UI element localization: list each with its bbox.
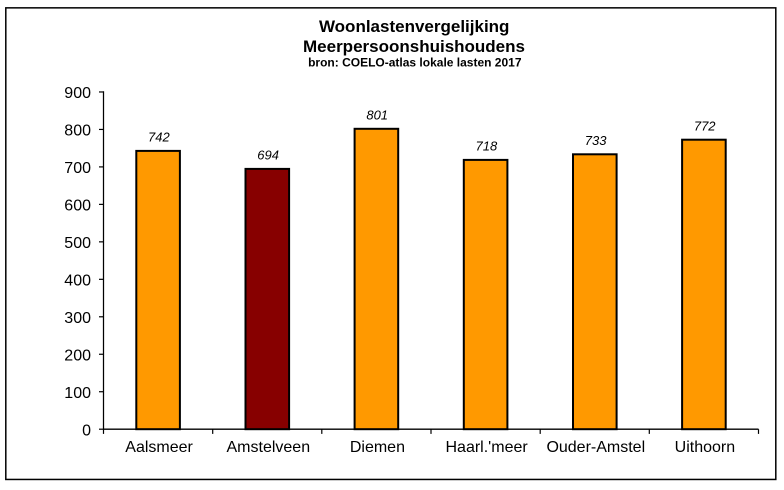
svg-text:Woonlastenvergelijking: Woonlastenvergelijking [319,17,510,36]
svg-text:742: 742 [148,130,170,145]
svg-text:Haarl.'meer: Haarl.'meer [446,439,529,456]
svg-text:800: 800 [64,123,91,140]
svg-text:700: 700 [64,160,91,177]
svg-text:500: 500 [64,235,91,252]
svg-text:772: 772 [694,119,716,134]
svg-text:733: 733 [585,133,607,148]
svg-text:400: 400 [64,273,91,290]
svg-text:0: 0 [82,422,91,439]
svg-text:Meerpersoonshuishoudens: Meerpersoonshuishoudens [303,37,525,56]
svg-text:100: 100 [64,385,91,402]
svg-text:Diemen: Diemen [350,439,405,456]
svg-text:718: 718 [476,139,498,154]
svg-text:bron: COELO-atlas lokale laste: bron: COELO-atlas lokale lasten 2017 [308,56,522,70]
svg-text:Uithoorn: Uithoorn [675,439,735,456]
svg-text:600: 600 [64,198,91,215]
svg-text:200: 200 [64,347,91,364]
svg-text:Ouder-Amstel: Ouder-Amstel [546,439,645,456]
svg-text:801: 801 [366,108,388,123]
svg-text:694: 694 [257,148,279,163]
svg-text:Aalsmeer: Aalsmeer [125,439,193,456]
svg-text:900: 900 [64,85,91,102]
svg-text:Amstelveen: Amstelveen [227,439,311,456]
svg-text:300: 300 [64,310,91,327]
